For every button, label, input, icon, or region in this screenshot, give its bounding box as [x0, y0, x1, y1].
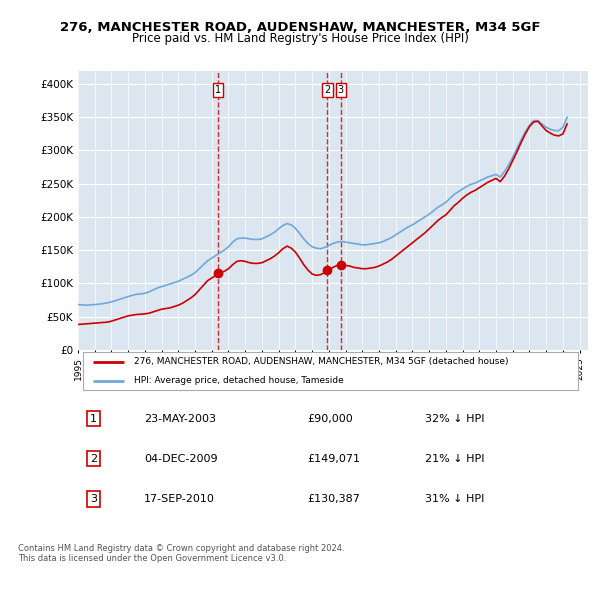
Text: 32% ↓ HPI: 32% ↓ HPI: [425, 414, 484, 424]
FancyBboxPatch shape: [83, 352, 578, 391]
Text: 2: 2: [325, 86, 331, 96]
Text: £90,000: £90,000: [308, 414, 353, 424]
Text: Price paid vs. HM Land Registry's House Price Index (HPI): Price paid vs. HM Land Registry's House …: [131, 32, 469, 45]
Text: £149,071: £149,071: [308, 454, 361, 464]
Text: 17-SEP-2010: 17-SEP-2010: [145, 494, 215, 504]
Text: 04-DEC-2009: 04-DEC-2009: [145, 454, 218, 464]
Text: 3: 3: [338, 86, 344, 96]
Text: 21% ↓ HPI: 21% ↓ HPI: [425, 454, 484, 464]
Text: 276, MANCHESTER ROAD, AUDENSHAW, MANCHESTER, M34 5GF (detached house): 276, MANCHESTER ROAD, AUDENSHAW, MANCHES…: [134, 357, 509, 366]
Text: 1: 1: [215, 86, 221, 96]
Text: 2: 2: [90, 454, 97, 464]
Text: 1: 1: [90, 414, 97, 424]
Text: £130,387: £130,387: [308, 494, 361, 504]
Text: 276, MANCHESTER ROAD, AUDENSHAW, MANCHESTER, M34 5GF: 276, MANCHESTER ROAD, AUDENSHAW, MANCHES…: [60, 21, 540, 34]
Text: Contains HM Land Registry data © Crown copyright and database right 2024.
This d: Contains HM Land Registry data © Crown c…: [18, 544, 344, 563]
Text: 23-MAY-2003: 23-MAY-2003: [145, 414, 217, 424]
Text: 31% ↓ HPI: 31% ↓ HPI: [425, 494, 484, 504]
Text: HPI: Average price, detached house, Tameside: HPI: Average price, detached house, Tame…: [134, 376, 344, 385]
Text: 3: 3: [90, 494, 97, 504]
